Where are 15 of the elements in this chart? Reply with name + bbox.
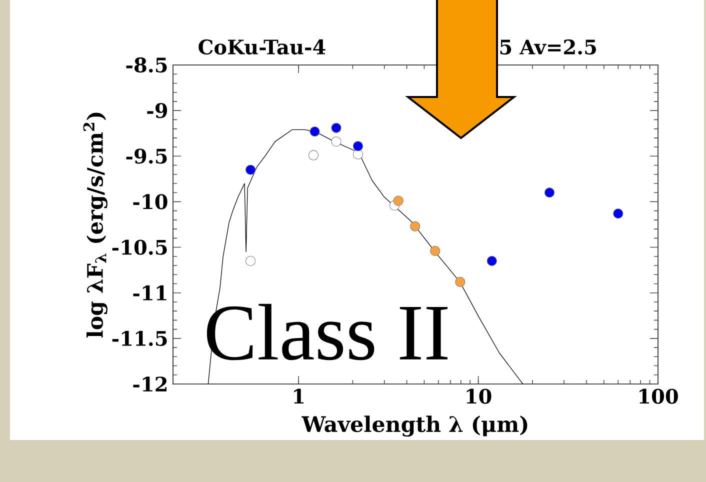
y-tick-label: -10.5	[112, 240, 167, 255]
y-axis-title: log λF$_{λ}$ (erg/s/cm$^{2}$)	[83, 112, 108, 338]
y-tick-label: -9	[147, 103, 168, 118]
x-tick-label: 100	[640, 388, 678, 404]
text: 5 Av=2.5	[500, 39, 596, 55]
y-tick-label: -11	[133, 285, 166, 300]
x-tick-label: 10	[466, 388, 492, 404]
y-tick-label: -10	[133, 194, 168, 210]
y-tick-label: -12	[133, 376, 166, 392]
x-axis-title: Wavelength λ (μm)	[302, 416, 528, 437]
y-tick-label: -11.5	[112, 330, 167, 346]
y-tick-label: -8.5	[126, 57, 167, 73]
y-tick-label: -9.5	[126, 148, 167, 164]
x-tick-label: 1	[294, 388, 304, 404]
chart-title: CoKu-Tau-4	[198, 39, 326, 55]
